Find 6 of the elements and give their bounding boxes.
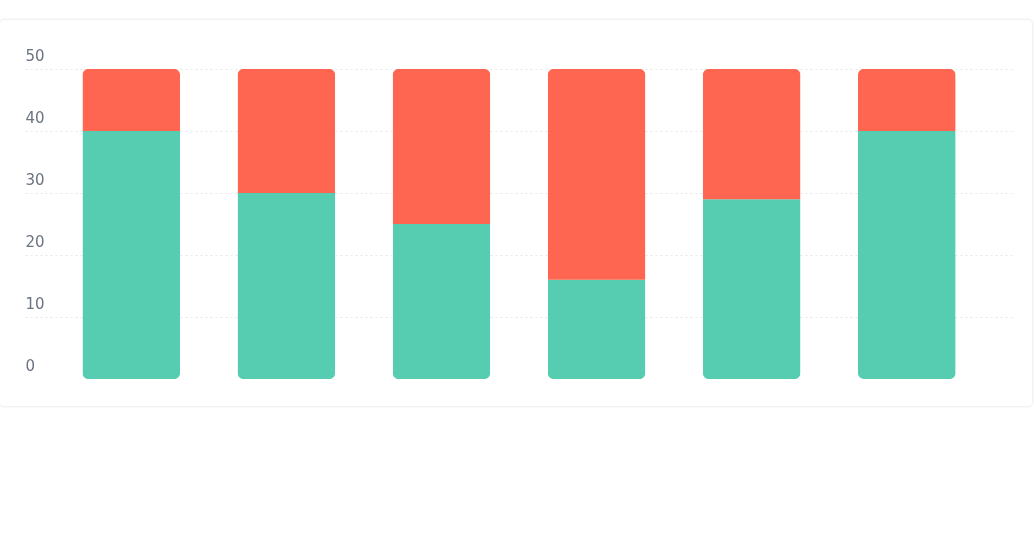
y-tick-label: 40 [25,108,45,127]
y-tick-label: 50 [25,46,45,65]
y-tick-label: 20 [25,232,45,251]
y-tick-label: 10 [25,294,45,313]
y-tick-label: 0 [25,356,36,375]
y-tick-label: 30 [25,170,45,189]
